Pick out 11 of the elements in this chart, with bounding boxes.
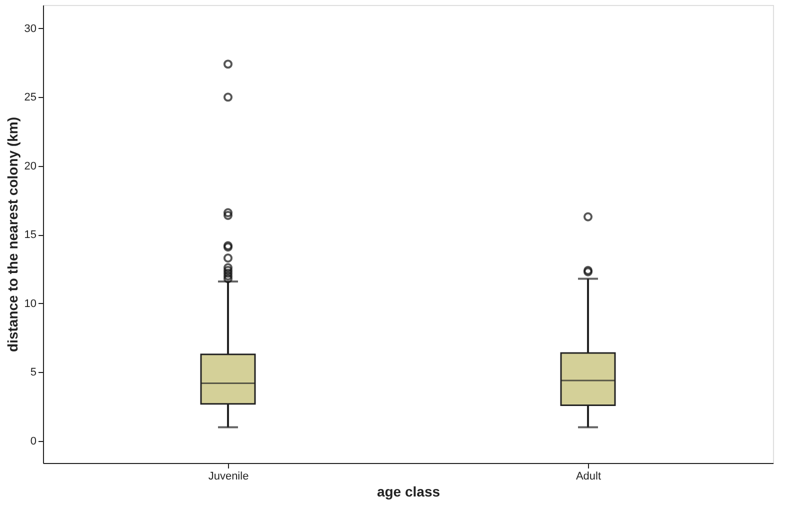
y-axis-title: distance to the nearest colony (km) [4, 117, 20, 352]
y-tick-label: 30 [24, 22, 36, 35]
y-tick-label: 25 [24, 92, 36, 104]
x-tick-label: Juvenile [208, 470, 249, 482]
y-tick-label: 15 [24, 229, 36, 242]
y-tick-label: 5 [30, 366, 36, 379]
y-tick-label: 10 [24, 298, 36, 310]
x-axis-title: age class [376, 484, 440, 500]
y-tick-label: 0 [30, 435, 36, 448]
x-tick-label: Adult [576, 470, 602, 482]
y-tick-label: 20 [24, 160, 36, 172]
